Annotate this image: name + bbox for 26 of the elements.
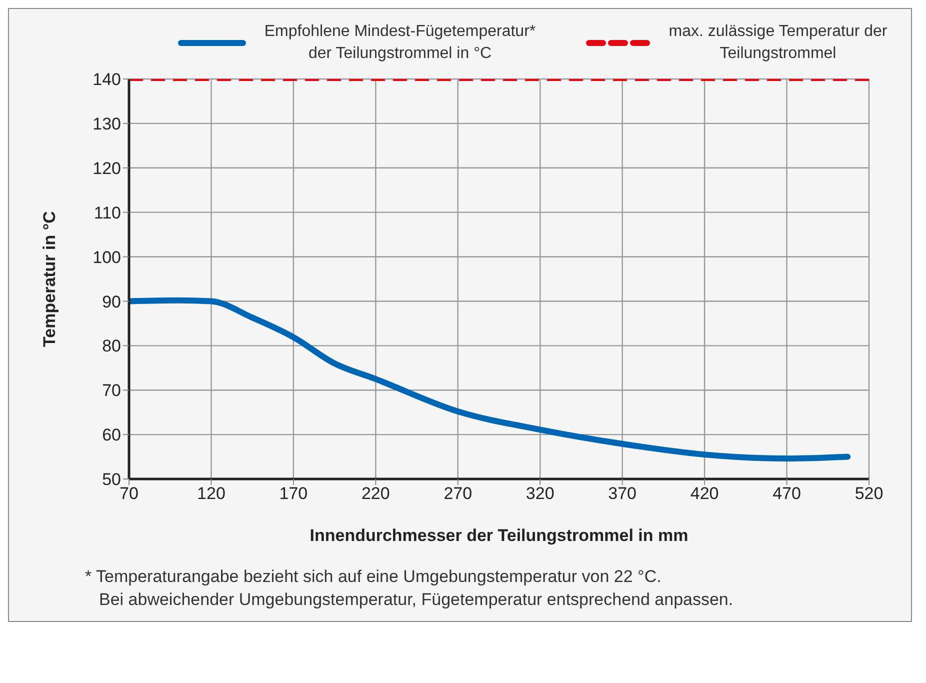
y-tick-label: 90	[102, 292, 121, 312]
x-tick-label: 520	[854, 484, 884, 504]
x-tick-label: 270	[444, 484, 472, 504]
legend-label: Empfohlene Mindest-Fügetemperatur* der Teilungstrommel in °C	[263, 22, 537, 64]
x-tick-label: 120	[197, 484, 226, 504]
y-tick-label: 140	[92, 70, 121, 90]
text: Bei abweichender Umgebungstemperatur, Fügetemperatur entsprechend anpassen.	[98, 589, 734, 611]
y-axis-title: Temperatur in °C	[40, 211, 60, 347]
y-tick-label: 120	[92, 158, 121, 178]
legend-label: max. zulässige Temperatur der Teilungstrommel	[668, 22, 888, 64]
y-tick-label: 80	[102, 336, 121, 356]
y-tick-label: 100	[92, 248, 121, 267]
text: * Temperaturangabe bezieht sich auf eine Umgebungstemperatur von 22 °C.	[85, 566, 662, 588]
x-tick-label: 220	[361, 484, 390, 504]
x-axis-title: Innendurchmesser der Teilungstrommel in mm	[310, 526, 688, 545]
y-tick-label: 70	[102, 381, 121, 400]
x-tick-label: 170	[279, 484, 308, 504]
x-tick-label: 70	[120, 484, 138, 504]
x-tick-label: 320	[526, 484, 554, 504]
x-tick-label: 470	[772, 484, 801, 504]
x-tick-label: 420	[690, 484, 719, 504]
y-tick-label: 110	[94, 203, 121, 222]
y-tick-label: 50	[102, 470, 121, 490]
y-tick-label: 130	[92, 114, 121, 134]
y-tick-label: 60	[102, 426, 121, 445]
x-tick-label: 370	[608, 484, 637, 504]
